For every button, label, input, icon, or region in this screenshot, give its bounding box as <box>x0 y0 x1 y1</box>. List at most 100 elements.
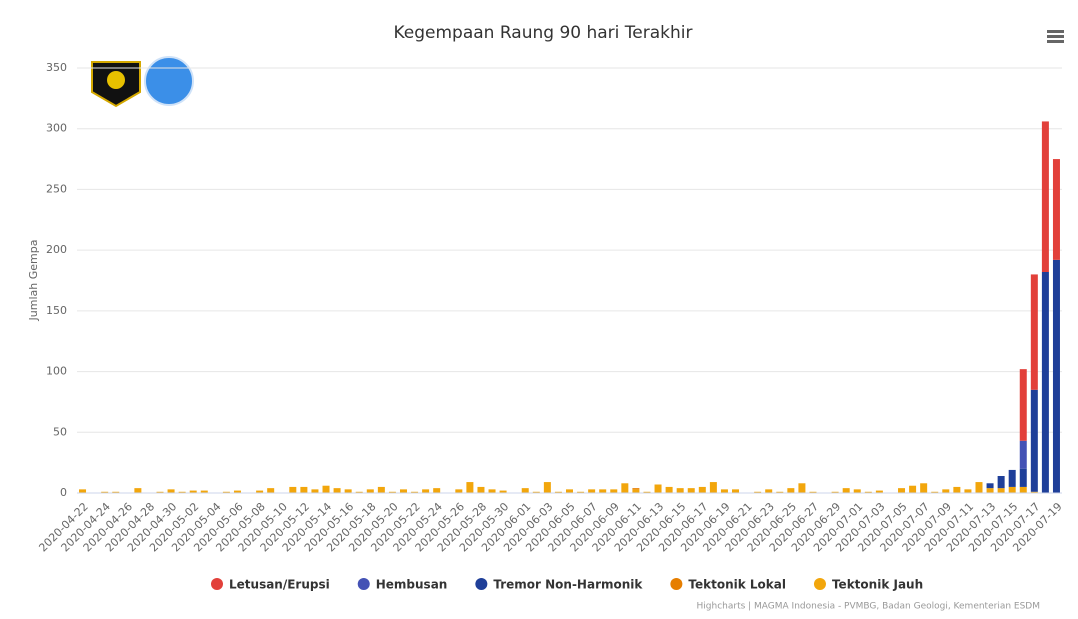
bar-segment <box>399 489 407 493</box>
legend-item[interactable]: Letusan/Erupsi <box>211 578 330 592</box>
bar-segment <box>831 491 839 493</box>
bar-segment <box>333 488 341 493</box>
bar-segment <box>842 488 850 493</box>
bar-segment <box>1030 491 1038 493</box>
chart-title: Kegempaan Raung 90 hari Terakhir <box>393 23 692 43</box>
bar-segment <box>388 491 396 493</box>
bar-segment <box>311 489 319 493</box>
bar-segment <box>488 489 496 493</box>
bar-segment <box>632 489 640 493</box>
bar-segment <box>79 489 87 493</box>
bar-segment <box>499 490 507 493</box>
bar-segment <box>377 486 385 493</box>
bar-segment <box>610 489 618 493</box>
bar-segment <box>1019 468 1027 487</box>
bar-segment <box>521 488 529 493</box>
bar-segment <box>687 488 695 493</box>
bar-segment <box>654 484 662 493</box>
bar-segment <box>986 483 994 489</box>
bar-segment <box>732 489 740 493</box>
bar-segment <box>853 489 861 493</box>
bar-segment <box>864 491 872 493</box>
bar-segment <box>1041 121 1049 272</box>
bar-segment <box>754 491 762 493</box>
legend-label: Hembusan <box>376 578 448 592</box>
bar-segment <box>665 486 673 493</box>
bar-segment <box>300 486 308 493</box>
y-tick-label: 250 <box>46 182 67 195</box>
bar-segment <box>256 490 264 493</box>
menu-bar <box>1047 35 1064 38</box>
bar-segment <box>455 489 463 493</box>
bar-segment <box>920 483 928 493</box>
legend-item[interactable]: Tektonik Lokal <box>670 578 786 592</box>
menu-bar <box>1047 40 1064 43</box>
bar-segment <box>898 488 906 493</box>
bar-segment <box>477 486 485 493</box>
bar-segment <box>178 491 186 493</box>
bar-segment <box>134 488 142 493</box>
bar-segment <box>167 489 175 493</box>
bar-segment <box>1030 389 1038 492</box>
y-tick-label: 150 <box>46 304 67 317</box>
bar-segment <box>355 491 363 493</box>
bar-segment <box>632 488 640 490</box>
bar-segment <box>997 488 1005 493</box>
bar-segment <box>1052 259 1060 493</box>
y-tick-label: 350 <box>46 61 67 74</box>
legend-item[interactable]: Hembusan <box>357 578 448 592</box>
legend-marker <box>670 578 683 590</box>
bar-segment <box>809 491 817 493</box>
bar-segment <box>577 491 585 493</box>
y-tick-label: 100 <box>46 365 67 378</box>
bar-segment <box>1030 274 1038 390</box>
bar-segment <box>875 490 883 493</box>
bar-segment <box>554 491 562 493</box>
legend-marker <box>475 578 488 590</box>
bar-segment <box>433 488 441 493</box>
bar-segment <box>222 491 230 493</box>
bar-segment <box>621 483 629 493</box>
legend-item[interactable]: Tremor Non-Harmonik <box>475 578 643 592</box>
bar-segment <box>267 488 275 493</box>
bar-segment <box>698 486 706 493</box>
logo-esdm-emblem <box>107 71 125 89</box>
bar-segment <box>709 482 717 493</box>
bar-segment <box>599 489 607 493</box>
menu-bar <box>1047 30 1064 33</box>
logos <box>91 56 194 108</box>
logo-magma <box>144 56 194 106</box>
bar-segment <box>1019 440 1027 469</box>
credits: Highcharts | MAGMA Indonesia - PVMBG, Ba… <box>697 602 1040 612</box>
legend-marker <box>813 578 826 590</box>
bar-segment <box>189 490 197 493</box>
bar-segment <box>986 488 994 493</box>
bar-segment <box>233 490 241 493</box>
bar-segment <box>676 488 684 493</box>
legend-item[interactable]: Tektonik Jauh <box>813 578 923 592</box>
bar-segment <box>964 489 972 493</box>
bar-segment <box>1041 272 1049 493</box>
bar-segment <box>776 491 784 493</box>
bar-segment <box>322 485 330 493</box>
bar-segment <box>787 488 795 493</box>
menu-button[interactable] <box>1047 30 1064 43</box>
bar-segment <box>1008 469 1016 487</box>
legend-label: Tektonik Lokal <box>688 578 786 592</box>
bar-segment <box>909 485 917 493</box>
legend-label: Letusan/Erupsi <box>229 578 330 592</box>
bar-segment <box>997 476 1005 489</box>
bar-segment <box>289 486 297 493</box>
bar-segment <box>1052 159 1060 260</box>
y-tick-label: 200 <box>46 243 67 256</box>
bar-segment <box>765 489 773 493</box>
bar-segment <box>931 491 939 493</box>
bar-segment <box>720 489 728 493</box>
y-tick-label: 300 <box>46 122 67 135</box>
bar-segment <box>566 489 573 493</box>
y-tick-label: 0 <box>60 486 67 499</box>
bar-segment <box>798 483 806 493</box>
bar-segment <box>532 491 540 493</box>
y-axis-label: Jumlah Gempa <box>27 240 40 322</box>
